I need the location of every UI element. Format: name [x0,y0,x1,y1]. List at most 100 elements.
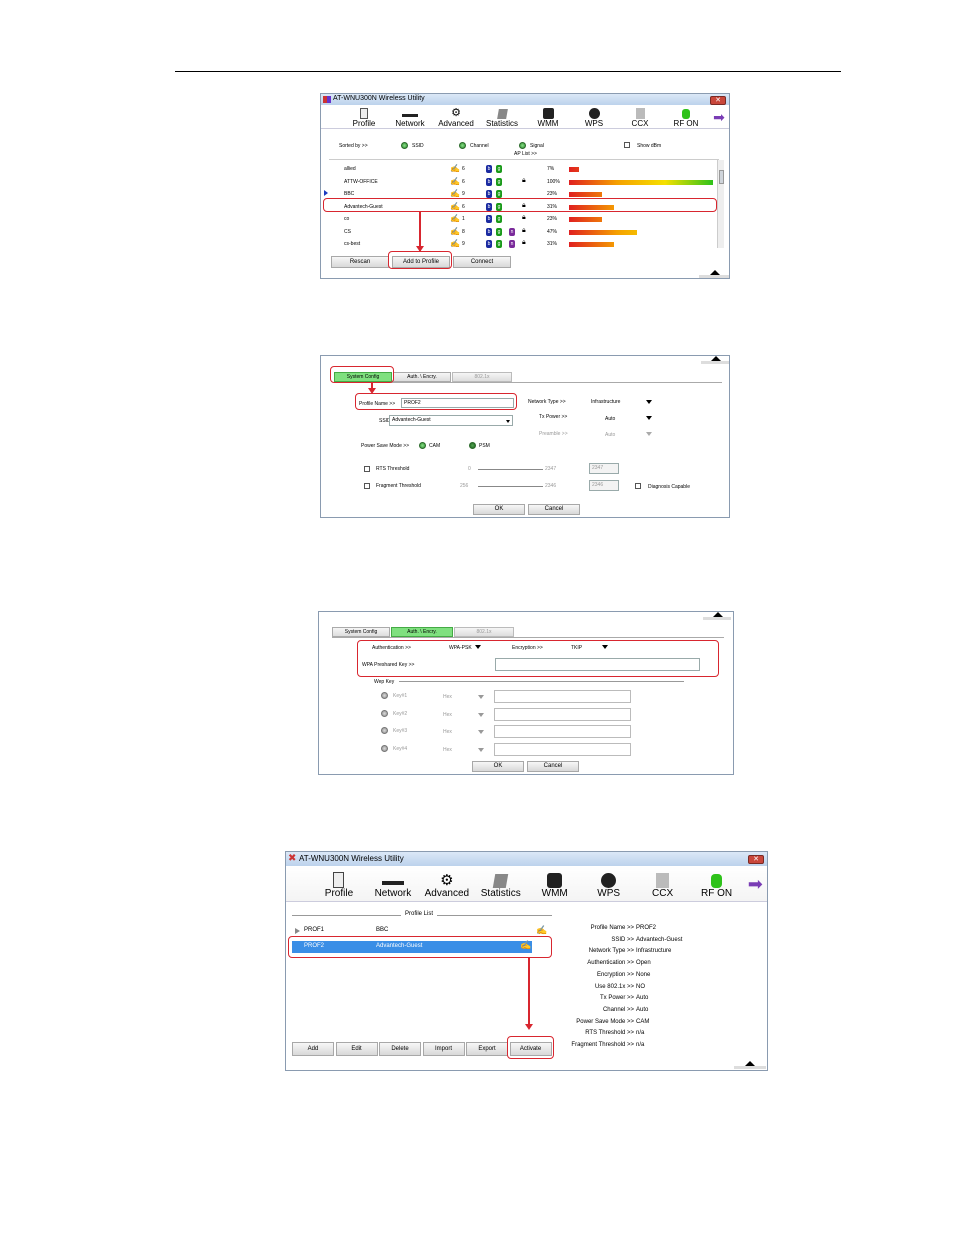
tab-wps[interactable]: WPS [571,105,617,128]
fragment-threshold-checkbox[interactable] [364,483,370,489]
preamble-value[interactable]: Auto [605,432,616,438]
ap-channel: 6 [462,178,465,185]
wep-format-value[interactable]: Hex [443,729,452,735]
encryption-value[interactable]: TKIP [571,645,583,651]
chevron-down-icon[interactable] [478,695,484,699]
tab-8021x[interactable]: 802.1x [454,627,514,637]
ap-row[interactable]: co ✍ 1 b g 🔒︎ 23% [329,214,719,226]
tab-ccx[interactable]: CCX [636,866,690,901]
add-button[interactable]: Add [292,1042,334,1056]
cam-radio[interactable] [419,442,426,449]
tab-rf-on[interactable]: RF ON [663,105,709,128]
close-button[interactable]: ✕ [748,855,764,864]
ap-row[interactable]: BBC ✍ 9 b g 23% [329,189,719,201]
rts-slider[interactable] [478,469,543,470]
rts-value-input[interactable]: 2347 [589,463,619,474]
rescan-button[interactable]: Rescan [331,256,389,268]
tab-system-config[interactable]: System Config [334,372,392,382]
connect-button[interactable]: Connect [453,256,511,268]
cancel-button[interactable]: Cancel [528,504,580,515]
fragment-value-input[interactable]: 2346 [589,480,619,491]
authentication-value[interactable]: WPA-PSK [449,645,472,651]
wep-format-value[interactable]: Hex [443,694,452,700]
collapse-arrow-icon[interactable] [710,270,720,275]
cancel-button[interactable]: Cancel [527,761,579,772]
wep-key-input[interactable] [494,725,631,738]
ap-list-label: AP List >> [514,151,537,157]
tab-advanced[interactable]: ⚙ Advanced [438,107,474,129]
diagnosis-capable-checkbox[interactable] [635,483,641,489]
sort-ssid-radio[interactable] [401,142,408,149]
edit-button[interactable]: Edit [335,1042,378,1056]
chevron-down-icon[interactable] [478,747,484,752]
profile-row[interactable]: PROF1 BBC ✍ [292,925,552,937]
ap-row[interactable]: ATTW-OFFICE ✍ 6 b g 🔒︎ 100% [329,177,719,189]
scroll-thumb[interactable] [719,170,724,184]
collapse-arrow-icon[interactable] [745,1061,755,1066]
profile-name-input[interactable]: PROF2 [401,398,514,408]
tab-network[interactable]: Network [366,866,420,901]
authentication-dropdown-icon[interactable] [475,645,481,649]
ap-row[interactable]: cs-best ✍ 9 b g n 🔒︎ 31% [329,239,719,251]
close-button[interactable]: ✕ [710,96,726,105]
network-type-dropdown-icon[interactable] [646,400,652,404]
activate-button[interactable]: Activate [509,1042,552,1056]
wep-key-input[interactable] [494,690,631,703]
wep-format-value[interactable]: Hex [443,746,452,753]
tab-advanced[interactable]: ⚙ Advanced [424,872,470,899]
delete-button[interactable]: Delete [379,1042,421,1056]
tab-profile[interactable]: Profile [312,866,366,901]
ap-row[interactable]: allied ✍ 6 b g 7% [329,164,719,176]
tx-power-dropdown-icon[interactable] [646,416,652,420]
tab-ccx[interactable]: CCX [617,105,663,128]
show-dbm-checkbox[interactable] [624,142,630,148]
encryption-dropdown-icon[interactable] [602,645,608,649]
wep-key-input[interactable] [494,742,631,756]
wep-key-radio[interactable] [381,692,388,699]
ssid-select[interactable]: Advantech-Guest [389,415,513,426]
tab-system-config[interactable]: System Config [332,627,390,637]
rts-threshold-checkbox[interactable] [364,466,370,472]
tab-auth-encry[interactable]: Auth. \ Encry. [391,627,453,637]
chevron-down-icon[interactable] [478,730,484,734]
wep-key-radio[interactable] [381,727,388,734]
forward-arrow-button[interactable]: ➡ [709,105,729,128]
tab-8021x[interactable]: 802.1x [452,372,512,382]
tab-statistics[interactable]: Statistics [474,866,528,901]
tab-wmm[interactable]: WMM [528,866,582,901]
import-button[interactable]: Import [422,1042,465,1056]
ap-channel: 6 [462,166,465,172]
psm-radio[interactable] [469,442,476,449]
profile-row-selected[interactable]: PROF2 Advantech-Guest ✍ [292,940,532,953]
ok-button[interactable]: OK [472,761,524,772]
preamble-dropdown-icon[interactable] [646,432,652,436]
collapse-arrow-icon[interactable] [711,356,721,361]
wep-key-input[interactable] [494,707,631,721]
ap-row[interactable]: Advantech-Guest ✍ 6 b g 🔒︎ 31% [329,202,719,214]
fragment-slider[interactable] [478,486,543,487]
forward-arrow-button[interactable]: ➡ [744,866,768,901]
tab-auth-encry[interactable]: Auth. \ Encry. [393,372,451,382]
wep-format-value[interactable]: Hex [443,711,452,718]
tab-statistics[interactable]: Statistics [479,105,525,128]
tab-wps[interactable]: WPS [582,866,636,901]
export-button[interactable]: Export [466,1042,508,1056]
tab-rf-on[interactable]: RF ON [690,866,744,901]
ok-button[interactable]: OK [473,504,525,515]
wpa-preshared-key-input[interactable] [495,658,700,671]
tab-network[interactable]: Network [387,105,433,128]
sort-signal-radio[interactable] [519,142,526,149]
network-type-value[interactable]: Infrastructure [591,399,621,405]
ap-list-scrollbar[interactable] [717,160,724,248]
tx-power-value[interactable]: Auto [605,416,616,422]
tab-wmm[interactable]: WMM [525,105,571,128]
ap-row[interactable]: CS ✍ 8 b g n 🔒︎ 47% [329,227,719,239]
tab-profile[interactable]: Profile [341,105,387,128]
chevron-down-icon[interactable] [478,712,484,717]
wep-key-radio[interactable] [381,709,388,717]
wep-key-radio[interactable] [381,744,388,752]
sort-channel-radio[interactable] [459,142,466,149]
collapse-arrow-icon[interactable] [713,612,723,617]
rts-threshold-label: RTS Threshold [376,466,410,472]
add-to-profile-button[interactable]: Add to Profile [392,256,450,268]
